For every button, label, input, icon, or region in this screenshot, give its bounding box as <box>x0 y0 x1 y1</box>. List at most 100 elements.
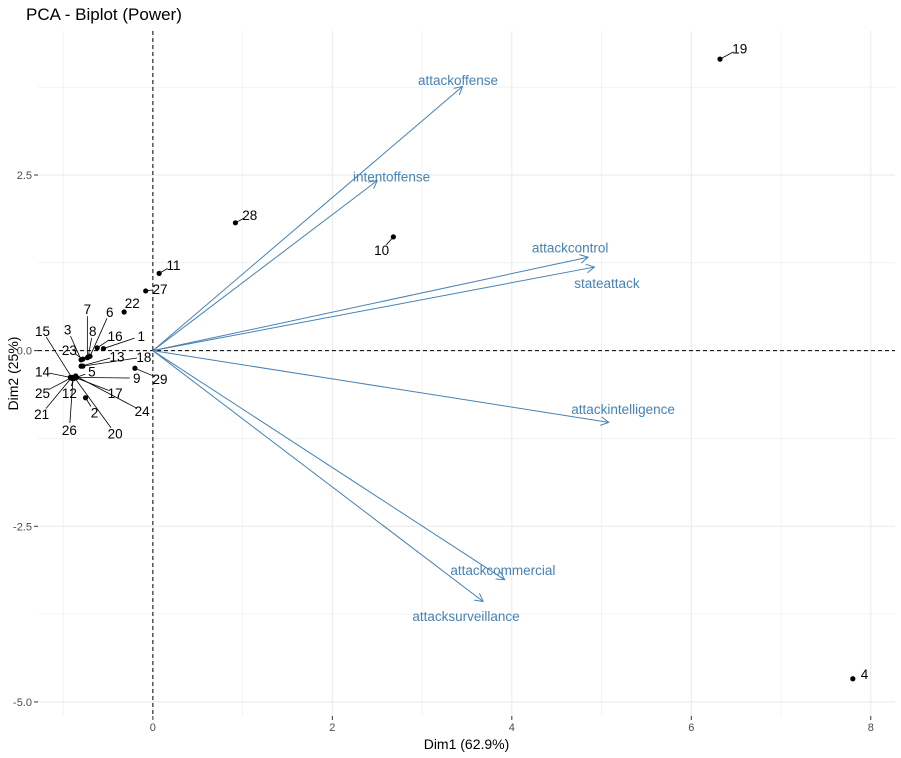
point-label-19: 19 <box>732 42 747 57</box>
point-27 <box>143 288 149 294</box>
point-2 <box>82 395 89 401</box>
y-tick-label: 2.5 <box>17 170 32 182</box>
point-4 <box>850 676 856 682</box>
variable-label-attackintelligence: attackintelligence <box>571 402 675 417</box>
connector-21 <box>45 377 72 409</box>
point-29 <box>132 365 138 371</box>
point-label-14: 14 <box>35 365 51 380</box>
point-28 <box>232 220 239 226</box>
connector-13 <box>80 357 111 367</box>
variable-label-attacksurveillance: attacksurveillance <box>412 609 519 624</box>
reference-lines <box>38 31 895 716</box>
arrow-intentoffense <box>152 180 378 352</box>
connector-25 <box>48 377 73 390</box>
connector-8 <box>87 337 92 358</box>
connector-9 <box>75 376 130 379</box>
variable-label-attackoffense: attackoffense <box>418 73 498 88</box>
point-label-27: 27 <box>153 282 168 297</box>
arrow-attackintelligence <box>152 350 609 423</box>
x-tick-label: 6 <box>688 722 694 734</box>
point-label-21: 21 <box>34 407 49 422</box>
chart-title: PCA - Biplot (Power) <box>26 5 182 24</box>
point-10 <box>390 234 396 240</box>
variable-label-intentoffense: intentoffense <box>353 169 430 184</box>
arrowhead-intentoffense <box>368 180 379 190</box>
point-label-16: 16 <box>108 329 123 344</box>
point-label-17: 17 <box>108 386 123 401</box>
x-tick-label: 0 <box>150 722 156 734</box>
x-tick-label: 4 <box>509 722 515 734</box>
connector-6 <box>89 318 108 357</box>
point-label-5: 5 <box>88 365 96 380</box>
point-18 <box>80 363 86 369</box>
x-tick-label: 2 <box>329 722 335 734</box>
variable-label-attackcommercial: attackcommercial <box>450 563 555 578</box>
connector-29 <box>134 367 154 377</box>
point-label-15: 15 <box>35 324 50 339</box>
data-points <box>67 56 856 682</box>
point-label-13: 13 <box>109 349 124 364</box>
point-label-28: 28 <box>242 208 257 223</box>
variable-label-stateattack: stateattack <box>574 276 640 291</box>
point-label-20: 20 <box>108 427 123 442</box>
point-label-8: 8 <box>89 324 97 339</box>
point-label-1: 1 <box>137 329 145 344</box>
arrow-attackoffense <box>152 86 463 352</box>
point-label-4: 4 <box>861 667 869 682</box>
x-axis-title: Dim1 (62.9%) <box>424 736 510 752</box>
point-label-3: 3 <box>64 323 72 338</box>
point-label-2: 2 <box>91 405 99 420</box>
arrowhead-attacksurveillance <box>474 593 484 603</box>
arrowhead-attackcommercial <box>495 571 506 581</box>
point-26 <box>70 376 76 382</box>
point-label-9: 9 <box>133 371 141 386</box>
point-8 <box>85 354 91 360</box>
arrowhead-attackoffense <box>453 85 464 96</box>
arrow-attacksurveillance <box>152 350 484 602</box>
connector-1 <box>103 337 135 349</box>
point-label-6: 6 <box>106 305 114 320</box>
connector-15 <box>45 336 73 379</box>
point-23 <box>80 356 86 362</box>
arrowhead-stateattack <box>585 263 596 274</box>
point-label-11: 11 <box>166 258 180 273</box>
connector-24 <box>75 375 137 409</box>
variable-label-attackcontrol: attackcontrol <box>532 240 609 255</box>
point-label-29: 29 <box>153 372 168 387</box>
point-label-23: 23 <box>62 343 77 358</box>
point-22 <box>121 309 127 315</box>
axis-ticks: 0 2 4 6 82.50.0-2.5-5.0 <box>13 170 874 734</box>
connector-26 <box>69 378 74 424</box>
point-16 <box>94 345 100 351</box>
connector-17 <box>74 376 109 391</box>
point-label-7: 7 <box>84 302 92 317</box>
arrow-attackcommercial <box>152 350 505 581</box>
arrow-attackcontrol <box>152 256 589 352</box>
arrow-stateattack <box>152 266 595 352</box>
point-11 <box>156 270 162 276</box>
point-label-connectors <box>45 51 734 429</box>
connector-18 <box>82 357 138 367</box>
point-label-26: 26 <box>62 423 77 438</box>
point-19 <box>717 56 723 62</box>
arrowhead-attackintelligence <box>600 416 610 426</box>
point-label-22: 22 <box>125 296 140 311</box>
connector-3 <box>70 335 82 360</box>
point-label-18: 18 <box>136 350 151 365</box>
point-label-25: 25 <box>35 386 50 401</box>
point-label-10: 10 <box>374 243 389 258</box>
y-tick-label: 0.0 <box>17 346 32 358</box>
variable-arrows: attackoffense intentoffense attackcontrol s… <box>152 73 675 624</box>
y-tick-label: -5.0 <box>13 697 32 709</box>
point-label-12: 12 <box>62 386 77 401</box>
connector-20 <box>74 377 112 429</box>
point-1 <box>100 345 107 352</box>
connector-14 <box>49 372 71 378</box>
x-tick-label: 8 <box>868 722 874 734</box>
y-tick-label: -2.5 <box>13 521 32 533</box>
y-axis-title: Dim2 (25%) <box>5 337 21 411</box>
arrowhead-attackcontrol <box>579 254 590 264</box>
point-label-24: 24 <box>135 404 151 419</box>
